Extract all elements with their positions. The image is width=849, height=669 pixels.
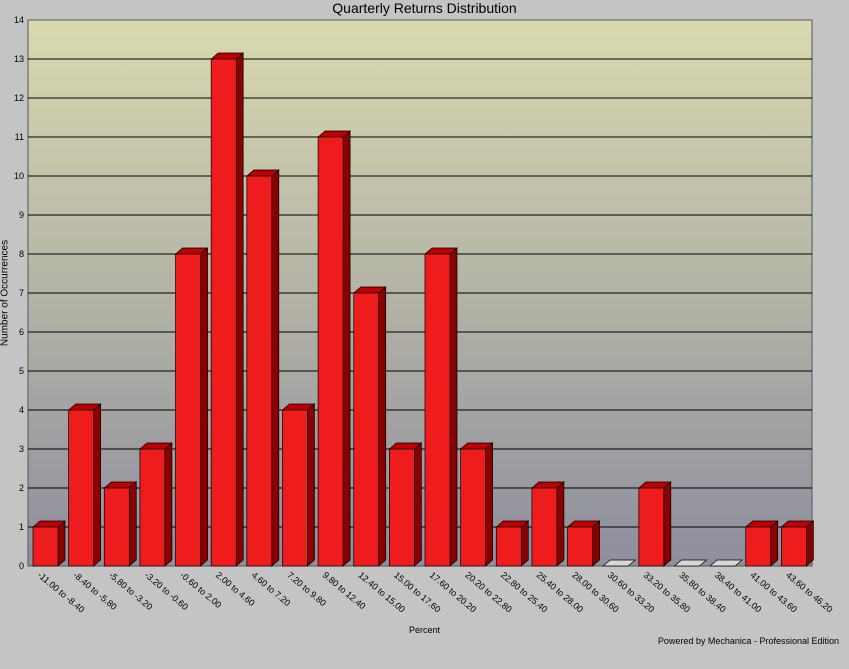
bar xyxy=(424,247,458,567)
y-tick-label: 10 xyxy=(14,171,24,181)
y-tick-label: 14 xyxy=(14,15,24,25)
y-tick-label: 2 xyxy=(19,483,24,493)
y-tick-label: 1 xyxy=(19,522,24,532)
bar xyxy=(245,169,280,567)
bar xyxy=(281,403,316,567)
bar xyxy=(459,442,494,567)
bar xyxy=(673,559,708,567)
bar xyxy=(388,442,423,567)
bar xyxy=(530,481,565,567)
bar xyxy=(566,520,601,567)
bar xyxy=(317,130,352,567)
y-tick-label: 7 xyxy=(19,288,24,298)
bar xyxy=(637,481,672,567)
bar xyxy=(32,520,66,567)
bar xyxy=(495,520,530,567)
y-tick-label: 8 xyxy=(19,249,24,259)
bar xyxy=(709,559,744,567)
x-axis-label: Percent xyxy=(408,625,441,635)
footer-credit: Powered by Mechanica - Professional Edit… xyxy=(657,636,839,646)
y-tick-label: 12 xyxy=(14,93,24,103)
y-tick-label: 6 xyxy=(19,327,24,337)
y-tick-label: 0 xyxy=(19,561,24,571)
y-tick-label: 3 xyxy=(19,444,24,454)
chart-title: Quarterly Returns Distribution xyxy=(332,0,517,16)
bar xyxy=(174,247,209,567)
y-tick-label: 9 xyxy=(19,210,24,220)
y-tick-label: 11 xyxy=(15,132,24,142)
bar xyxy=(602,559,637,567)
bar xyxy=(780,520,815,567)
y-axis-label: Number of Occurrences xyxy=(0,239,11,347)
bar xyxy=(352,286,387,567)
y-tick-label: 5 xyxy=(19,366,24,376)
y-tick-label: 13 xyxy=(14,54,24,64)
bar xyxy=(103,481,138,567)
bar xyxy=(67,403,102,567)
bar xyxy=(210,52,245,567)
bar xyxy=(744,520,779,567)
y-tick-label: 4 xyxy=(19,405,24,415)
bar xyxy=(138,442,173,567)
